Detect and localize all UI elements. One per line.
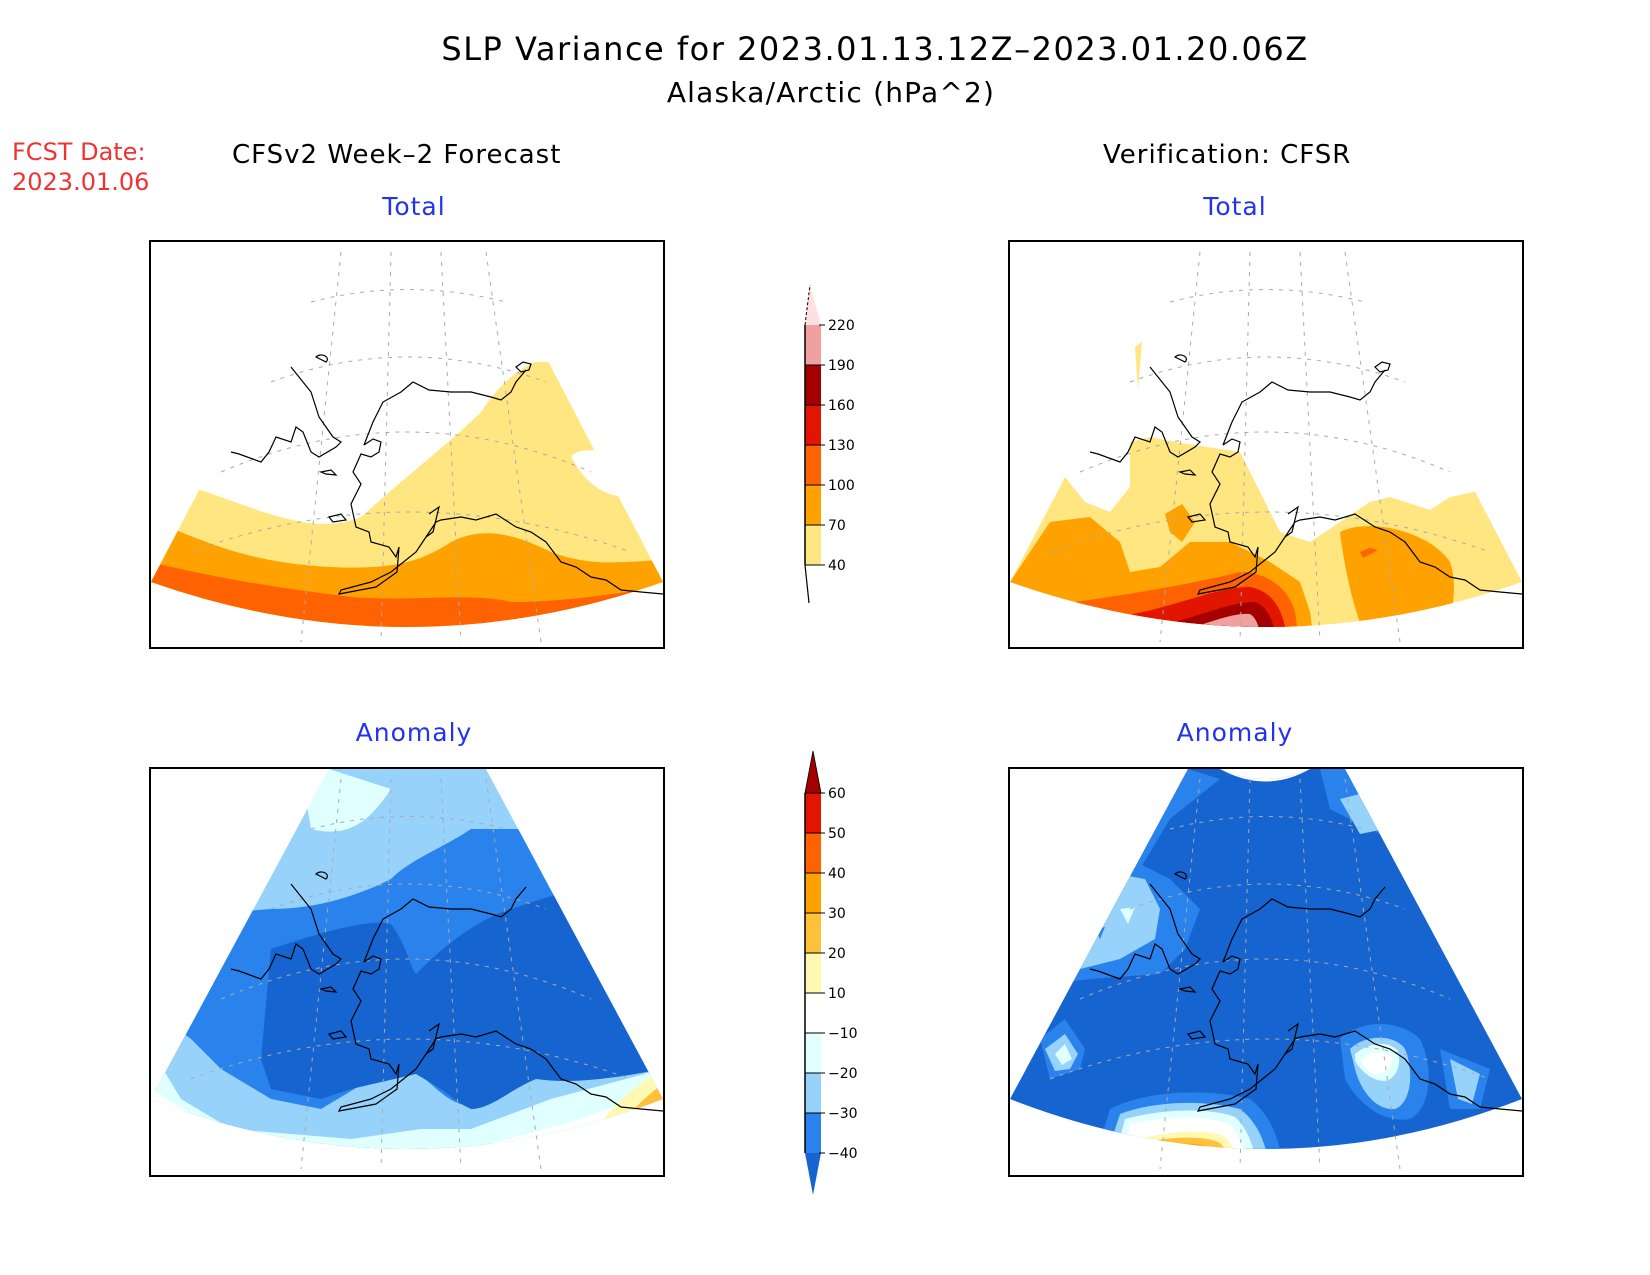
band-minus20-minus10-sw: [1055, 1044, 1072, 1065]
colorbar-tick-label: 100: [828, 478, 855, 494]
coastline: [1089, 871, 1522, 1112]
colorbar-upper-edge: [804, 284, 811, 326]
fcst-date-label: FCST Date:: [12, 138, 146, 166]
colorbar-tick-label: 190: [828, 358, 855, 374]
colorbar-tick-label: 30: [828, 906, 846, 922]
colorbar-tick-label: −10: [828, 1026, 858, 1042]
colorbar-tick-label: 50: [828, 826, 846, 842]
colorbar-box: [805, 445, 821, 485]
colorbar-box: [805, 325, 821, 365]
colorbar-tick-label: 220: [828, 318, 855, 334]
verification-anomaly-svg: [1010, 769, 1522, 1175]
colorbar-box: [805, 833, 821, 873]
band-30-40-south: [1110, 1143, 1225, 1149]
colorbar-lower-extension: [805, 1153, 821, 1195]
colorbar-tick-label: 60: [828, 786, 846, 802]
coastline: [230, 354, 663, 595]
colorbar-tick-label: 130: [828, 438, 855, 454]
band-below-minus40: [261, 879, 663, 1109]
colorbar-box: [805, 1033, 821, 1073]
forecast-column-heading: CFSv2 Week–2 Forecast: [232, 140, 562, 170]
colorbar-tick-label: −30: [828, 1106, 858, 1122]
graticule: [1049, 778, 1491, 1170]
anomaly-colorbar-svg: 60 50 40 30 20 10 −10 −20 −30 −40: [804, 750, 858, 1195]
band-70-100-isle: [1165, 504, 1195, 542]
coastline: [1089, 354, 1522, 595]
band-130-160-east: [591, 607, 663, 627]
graticule: [190, 251, 632, 643]
colorbar-box: [805, 913, 821, 953]
colorbar-tick-label: 40: [828, 558, 846, 574]
fcst-date-value: 2023.01.06: [12, 168, 150, 196]
colorbar-box: [805, 525, 821, 565]
band-minus20-minus10-north: [301, 769, 391, 832]
band-100-130-east: [1360, 548, 1378, 558]
colorbar-box: [805, 873, 821, 913]
band-minus30-minus20-far-east: [1450, 1059, 1480, 1104]
graticule: [1049, 251, 1491, 643]
colorbar-tick-label: 10: [828, 986, 846, 1002]
verification-total-svg: [1010, 242, 1522, 647]
forecast-anomaly-map: [149, 767, 665, 1177]
forecast-total-svg: [151, 242, 663, 643]
main-title: SLP Variance for 2023.01.13.12Z–2023.01.…: [441, 30, 1309, 68]
band-minus30-minus20-ne: [1340, 794, 1385, 834]
colorbar-box: [805, 485, 821, 525]
colorbar-box: [805, 405, 821, 445]
anomaly-colorbar: 60 50 40 30 20 10 −10 −20 −30 −40: [795, 745, 875, 1195]
colorbar-tick-label: 70: [828, 518, 846, 534]
colorbar-box: [805, 1113, 821, 1153]
verification-anomaly-map: [1008, 767, 1524, 1177]
colorbar-tick-label: 40: [828, 866, 846, 882]
band-50-60-south: [1115, 1154, 1209, 1175]
colorbar-tick-label: −20: [828, 1066, 858, 1082]
colorbar-box: [805, 993, 821, 1033]
colorbar-tick-label: −40: [828, 1146, 858, 1162]
band-10-20-south: [211, 1164, 361, 1175]
forecast-anomaly-svg: [151, 769, 663, 1175]
colorbar-tick-label: 160: [828, 398, 855, 414]
band-130-160: [1095, 587, 1288, 627]
colorbar-box: [805, 365, 821, 405]
verification-column-heading: Verification: CFSR: [1103, 140, 1352, 170]
band-above-220: [1180, 635, 1238, 647]
colorbar-tick-label: 20: [828, 946, 846, 962]
total-colorbar-svg: 40 70 100 130 160 190 220: [804, 284, 855, 604]
forecast-total-map: [149, 240, 665, 649]
band-minus20-minus10-west: [1120, 907, 1135, 924]
colorbar-box: [805, 793, 821, 833]
colorbar-box: [805, 1073, 821, 1113]
verification-anomaly-title: Anomaly: [1176, 718, 1294, 747]
main-subtitle: Alaska/Arctic (hPa^2): [666, 76, 996, 109]
band-190-220: [1160, 613, 1262, 627]
colorbar-lower-extension: [804, 564, 810, 604]
total-colorbar: 40 70 100 130 160 190 220: [795, 280, 875, 615]
verification-total-map: [1008, 240, 1524, 649]
colorbar-box: [805, 953, 821, 993]
coastline: [230, 871, 663, 1112]
band-40-50-south: [1110, 1149, 1217, 1175]
band-above-60-south: [1135, 1160, 1200, 1175]
band-40-70-north: [1135, 342, 1142, 390]
verification-total-title: Total: [1203, 192, 1267, 221]
forecast-total-title: Total: [382, 192, 446, 221]
colorbar-upper-extension: [804, 750, 822, 794]
band-20-30-south: [1110, 1137, 1232, 1149]
forecast-anomaly-title: Anomaly: [355, 718, 473, 747]
graticule: [190, 778, 632, 1170]
